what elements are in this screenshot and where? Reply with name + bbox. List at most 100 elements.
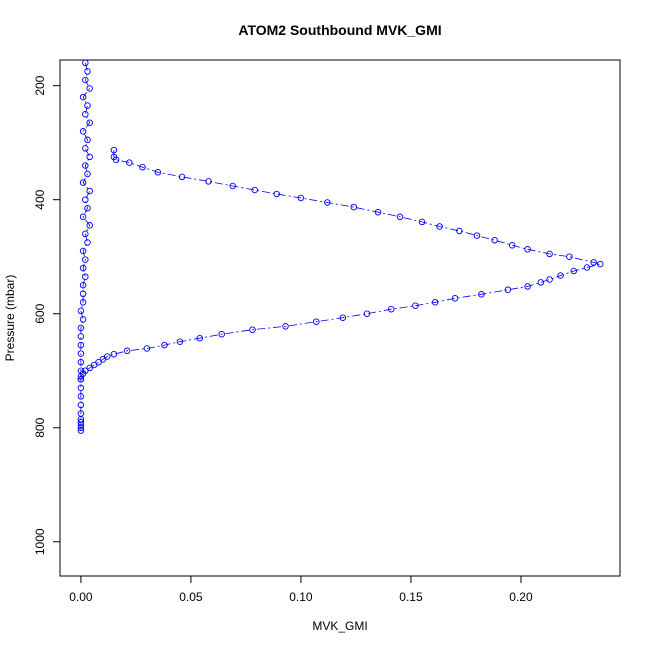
data-point xyxy=(77,376,85,383)
data-point xyxy=(82,110,89,118)
data-point xyxy=(77,341,85,349)
data-point xyxy=(282,323,289,330)
data-point xyxy=(77,307,85,315)
data-point xyxy=(596,260,604,268)
data-point xyxy=(566,253,573,260)
data-point xyxy=(374,208,382,216)
data-point xyxy=(86,222,93,229)
data-point xyxy=(324,199,331,206)
data-point xyxy=(508,242,516,249)
data-point xyxy=(86,85,93,92)
data-point xyxy=(84,136,91,144)
data-point xyxy=(251,186,258,194)
data-point xyxy=(79,281,87,289)
data-point xyxy=(387,305,395,313)
data-point xyxy=(77,350,85,357)
data-point xyxy=(451,295,459,302)
data-point xyxy=(590,259,597,266)
data-point xyxy=(557,272,564,279)
data-point xyxy=(196,334,203,342)
data-point xyxy=(79,290,87,298)
plot-area xyxy=(77,59,604,434)
data-point xyxy=(82,76,89,84)
series-line xyxy=(80,150,601,380)
data-point xyxy=(178,173,186,181)
data-point xyxy=(537,279,545,286)
data-point xyxy=(524,283,531,290)
data-point xyxy=(82,59,89,67)
data-point xyxy=(79,213,87,221)
x-tick-label: 0.15 xyxy=(399,590,423,604)
data-point xyxy=(84,239,91,246)
data-point xyxy=(86,187,93,195)
y-tick-label: 200 xyxy=(33,75,47,95)
data-point xyxy=(110,146,118,154)
data-point xyxy=(478,291,485,298)
data-point xyxy=(524,246,531,253)
y-tick-label: 800 xyxy=(33,417,47,437)
data-point xyxy=(77,424,85,432)
data-point xyxy=(77,333,85,340)
data-point xyxy=(82,162,89,169)
data-point xyxy=(77,358,85,366)
data-point xyxy=(99,356,107,363)
data-point xyxy=(82,230,89,238)
data-point xyxy=(79,264,87,272)
data-point xyxy=(396,213,404,221)
data-point xyxy=(583,264,591,271)
data-point xyxy=(126,159,133,166)
data-point xyxy=(84,68,91,75)
data-point xyxy=(82,145,89,152)
data-point xyxy=(123,347,131,355)
x-tick-label: 0.20 xyxy=(509,590,533,604)
data-point xyxy=(570,267,578,275)
data-point xyxy=(77,367,85,374)
data-point xyxy=(79,179,87,186)
x-tick-label: 0.10 xyxy=(289,590,313,604)
y-axis-label: Pressure (mbar) xyxy=(3,275,17,362)
y-tick-label: 600 xyxy=(33,303,47,323)
data-point xyxy=(86,119,93,126)
data-point xyxy=(154,169,162,176)
data-point xyxy=(229,182,236,190)
data-point xyxy=(82,196,89,203)
data-point xyxy=(82,256,89,263)
data-point xyxy=(313,318,320,325)
data-point xyxy=(90,361,98,369)
data-point xyxy=(161,341,168,349)
data-point xyxy=(79,93,87,101)
data-point xyxy=(77,401,85,409)
data-point xyxy=(82,273,89,280)
data-point xyxy=(249,326,256,333)
data-point xyxy=(339,314,347,321)
data-point xyxy=(412,302,419,309)
data-point xyxy=(456,227,463,235)
data-point xyxy=(418,218,426,226)
data-point xyxy=(77,393,85,400)
data-point xyxy=(363,310,371,317)
x-tick-label: 0.00 xyxy=(69,590,93,604)
data-point xyxy=(205,178,212,185)
data-point xyxy=(473,232,481,239)
data-point xyxy=(79,316,87,323)
data-point xyxy=(436,223,443,230)
data-point xyxy=(84,204,91,212)
data-point xyxy=(143,345,151,352)
y-tick-label: 1000 xyxy=(33,528,47,555)
data-point xyxy=(491,236,498,244)
data-point xyxy=(546,276,553,283)
y-tick-label: 400 xyxy=(33,189,47,209)
x-tick-label: 0.05 xyxy=(179,590,203,604)
x-axis: 0.00 0.05 0.10 0.15 0.20 xyxy=(69,575,533,604)
data-point xyxy=(79,299,87,306)
data-point xyxy=(273,190,280,198)
x-axis-label: MVK_GMI xyxy=(312,619,367,633)
data-point xyxy=(350,203,358,211)
data-point xyxy=(139,163,146,171)
data-point xyxy=(77,384,85,392)
y-axis: 200 400 600 800 1000 xyxy=(33,75,61,555)
data-point xyxy=(504,286,512,294)
data-point xyxy=(546,250,553,258)
data-point xyxy=(77,427,85,434)
